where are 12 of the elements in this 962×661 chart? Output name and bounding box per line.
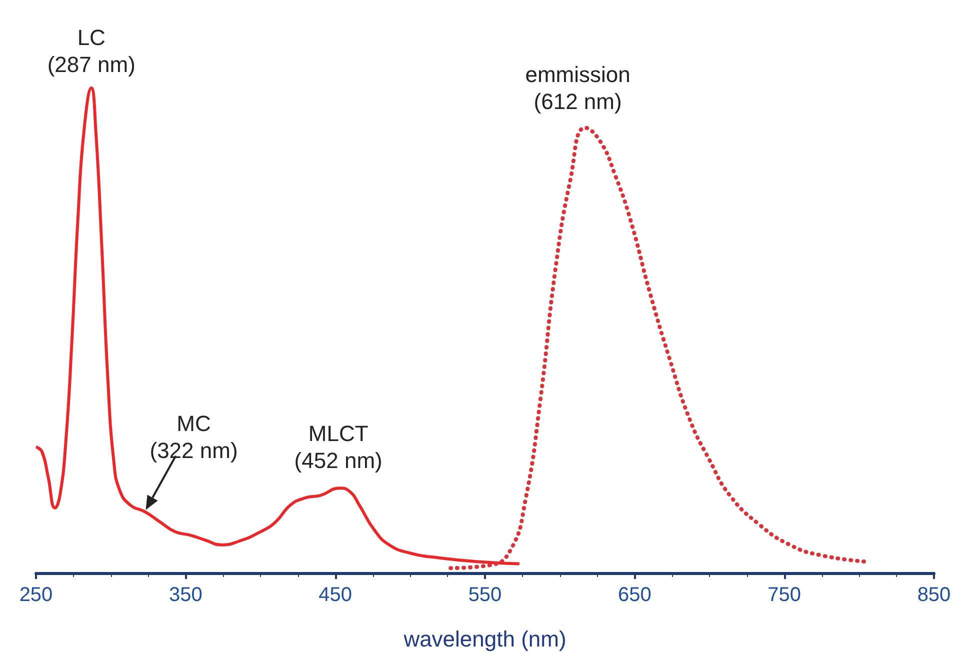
annotation: emmission (612 nm) [525, 62, 630, 114]
annotation: LC (287 nm) [47, 25, 136, 77]
annotation: MC (322 nm) [150, 410, 238, 463]
x-tick-label: 450 [318, 584, 352, 606]
x-tick-label: 550 [468, 584, 502, 606]
x-tick-label: 350 [168, 584, 202, 606]
x-tick-label: 650 [618, 584, 652, 606]
annotation: MLCT (452 nm) [294, 421, 382, 474]
x-tick-label: 850 [917, 584, 951, 606]
x-axis-title: wavelength (nm) [402, 626, 566, 652]
x-tick-label: 250 [19, 584, 53, 606]
x-tick-label: 750 [768, 584, 802, 606]
